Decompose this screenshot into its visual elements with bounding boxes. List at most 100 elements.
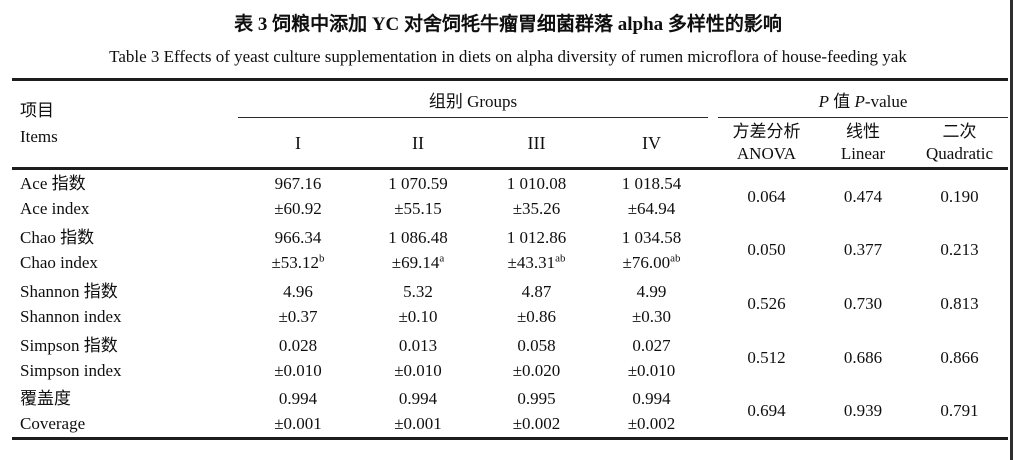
groups-label: 组别 Groups	[428, 91, 518, 111]
row-label-en: Shannon index	[20, 306, 122, 326]
cell-p-anova: 0.050	[747, 240, 786, 259]
cell-group-3: 1 012.86 ±43.31ab	[478, 223, 595, 277]
row-label-zh: Chao 指数	[20, 227, 95, 247]
cell-p-anova: 0.694	[747, 401, 786, 421]
cell-group-2: 5.32 ±0.10	[358, 277, 478, 331]
cell-group-1: 0.028 ±0.010	[238, 331, 358, 385]
row-label: Chao 指数 Chao index	[12, 223, 238, 277]
cell-group-3: 1 010.08 ±35.26	[478, 169, 595, 223]
cell-mean: 0.994	[278, 388, 318, 408]
col-header-groups: 组别 Groups	[238, 79, 708, 118]
gap-cell	[708, 385, 718, 439]
cell-sd: ±0.010	[394, 360, 442, 380]
col-header-pvalue: P 值 P-value	[718, 79, 1009, 118]
col-header-group-1: I	[238, 117, 358, 170]
cell-group-2: 1 070.59 ±55.15	[358, 169, 478, 223]
cell-group-4: 0.994 ±0.002	[595, 385, 708, 439]
cell-sd: ±76.00ab	[622, 251, 681, 272]
linear-label-en: Linear	[840, 143, 886, 163]
cell-mean: 4.99	[636, 281, 667, 301]
gap-cell	[708, 223, 718, 277]
row-label-zh: 覆盖度	[20, 388, 71, 408]
cell-mean: 967.16	[274, 174, 322, 194]
cell-p-anova: 0.064	[747, 186, 786, 206]
cell-sd: ±0.010	[274, 360, 322, 380]
cell-group-4: 1 018.54 ±64.94	[595, 169, 708, 223]
col-header-anova: 方差分析 ANOVA	[718, 117, 815, 170]
cell-group-1: 0.994 ±0.001	[238, 385, 358, 439]
row-label-en: Simpson index	[20, 360, 122, 380]
cell-sd: ±0.020	[512, 360, 561, 380]
cell-mean: 1 070.59	[388, 174, 448, 194]
col-header-group-2: II	[358, 117, 478, 170]
cell-mean: 1 010.08	[506, 174, 567, 194]
table-row-ace: Ace 指数 Ace index 967.16 ±60.92 1 070.59 ±5…	[12, 169, 1008, 223]
cell-mean: 0.027	[632, 335, 671, 355]
col-header-group-3: III	[478, 117, 595, 170]
table-row-shannon: Shannon 指数 Shannon index 4.96 ±0.37 5.32 ±…	[12, 277, 1008, 331]
cell-p-anova: 0.526	[747, 294, 786, 313]
row-label: Shannon 指数 Shannon index	[12, 277, 238, 331]
cell-group-1: 966.34 ±53.12b	[238, 223, 358, 277]
cell-sd: ±0.37	[278, 306, 318, 326]
gap-cell	[708, 169, 718, 223]
cell-p-quadratic: 0.866	[940, 348, 979, 367]
cell-group-3: 0.058 ±0.020	[478, 331, 595, 385]
table-title-zh: 表 3 饲粮中添加 YC 对舍饲牦牛瘤胃细菌群落 alpha 多样性的影响	[234, 14, 782, 35]
cell-mean: 0.028	[278, 335, 318, 355]
cell-mean: 966.34	[274, 227, 322, 247]
scan-artifact-line	[1010, 0, 1013, 460]
cell-group-2: 0.013 ±0.010	[358, 331, 478, 385]
col-header-quadratic: 二次 Quadratic	[911, 117, 1009, 170]
anova-label-en: ANOVA	[736, 143, 797, 163]
pvalue-label-mid: 值	[829, 91, 855, 111]
cell-p-quadratic: 0.190	[940, 186, 979, 206]
table-title-en: Table 3 Effects of yeast culture supplem…	[109, 47, 907, 66]
row-label-en: Ace index	[20, 199, 90, 219]
cell-sd: ±0.10	[398, 306, 438, 326]
table-row-chao: Chao 指数 Chao index 966.34 ±53.12b 1 086.4…	[12, 223, 1008, 277]
cell-p-linear: 0.377	[843, 240, 883, 259]
quadratic-label-zh: 二次	[942, 121, 977, 141]
cell-p-linear: 0.939	[843, 401, 883, 421]
cell-sd: ±60.92	[274, 199, 322, 219]
cell-p-linear: 0.686	[843, 348, 883, 367]
cell-p-quadratic: 0.813	[940, 294, 979, 313]
cell-mean: 0.013	[398, 335, 438, 355]
cell-sd: ±0.001	[394, 413, 442, 433]
cell-p-anova: 0.512	[747, 348, 786, 367]
cell-group-2: 0.994 ±0.001	[358, 385, 478, 439]
col-header-group-4: IV	[595, 117, 708, 170]
quadratic-label-en: Quadratic	[926, 143, 994, 163]
cell-p-linear: 0.474	[843, 186, 883, 206]
pvalue-label-rest: -value	[864, 91, 908, 111]
cell-p-quadratic: 0.791	[940, 401, 979, 421]
cell-mean: 1 086.48	[388, 227, 448, 247]
cell-sd: ±53.12b	[271, 251, 325, 272]
header-gap	[708, 79, 718, 170]
cell-mean: 0.058	[517, 335, 556, 355]
cell-group-4: 4.99 ±0.30	[595, 277, 708, 331]
anova-label-zh: 方差分析	[732, 121, 801, 141]
cell-sd: ±0.010	[627, 360, 676, 380]
col-header-linear: 线性 Linear	[815, 117, 911, 170]
cell-sd: ±0.86	[516, 306, 557, 326]
col-header-items: 项目 Items	[12, 79, 238, 170]
cell-group-2: 1 086.48 ±69.14a	[358, 223, 478, 277]
cell-mean: 0.994	[632, 388, 671, 408]
cell-sd: ±64.94	[627, 199, 676, 219]
cell-sd: ±0.001	[274, 413, 322, 433]
cell-group-3: 4.87 ±0.86	[478, 277, 595, 331]
row-label-en: Chao index	[20, 252, 98, 272]
cell-mean: 4.87	[521, 281, 552, 301]
pvalue-label-p1: P	[818, 91, 830, 111]
cell-p-quadratic: 0.213	[940, 240, 979, 259]
table-row-coverage: 覆盖度 Coverage 0.994 ±0.001 0.994 ±0.001 0.9…	[12, 385, 1008, 439]
cell-mean: 0.995	[517, 388, 556, 408]
cell-group-1: 967.16 ±60.92	[238, 169, 358, 223]
cell-mean: 5.32	[403, 281, 433, 301]
cell-sd: ±35.26	[512, 199, 561, 219]
items-label-zh: 项目	[20, 101, 54, 120]
table-row-simpson: Simpson 指数 Simpson index 0.028 ±0.010 0.0…	[12, 331, 1008, 385]
